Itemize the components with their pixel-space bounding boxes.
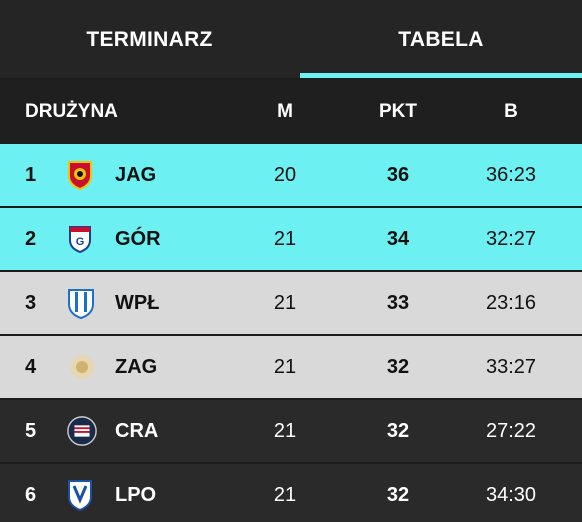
goals: 27:22 xyxy=(485,419,537,442)
goals: 33:27 xyxy=(485,355,537,378)
rank: 6 xyxy=(25,483,37,506)
team-name: LPO xyxy=(115,483,157,506)
rank: 1 xyxy=(25,163,37,186)
tab[interactable]: TERMINARZ xyxy=(86,28,213,51)
matches: 21 xyxy=(273,355,297,378)
goals: 23:16 xyxy=(485,291,537,314)
table-row[interactable]: 3 WPŁ 21 33 23:16 xyxy=(0,272,582,334)
matches: 21 xyxy=(273,419,297,442)
matches: 20 xyxy=(273,163,297,186)
table-row[interactable]: 5 CRA 21 32 27:22 xyxy=(0,400,582,462)
tab-active[interactable]: TABELA xyxy=(398,28,484,51)
team-logo xyxy=(66,272,98,334)
rank: 2 xyxy=(25,227,37,250)
goals: 34:30 xyxy=(485,483,537,506)
team-logo xyxy=(66,400,98,462)
table-row[interactable]: 6 LPO 21 32 34:30 xyxy=(0,464,582,522)
team-logo: G xyxy=(66,208,98,270)
team-name: WPŁ xyxy=(115,291,160,314)
rank: 3 xyxy=(25,291,37,314)
tab-indicator xyxy=(300,73,582,78)
header-cell: PKT xyxy=(379,101,417,122)
points: 36 xyxy=(386,163,410,186)
team-logo xyxy=(66,336,98,398)
matches: 21 xyxy=(273,483,297,506)
points: 32 xyxy=(386,419,410,442)
points: 33 xyxy=(386,291,410,314)
table-header: DRUŻYNA M PKT B xyxy=(0,80,582,144)
tab-bar: TERMINARZ TABELA xyxy=(0,0,582,78)
table-row[interactable]: 4 ZAG 21 32 33:27 xyxy=(0,336,582,398)
rank: 4 xyxy=(25,355,37,378)
table-row[interactable]: 2 G GÓR 21 34 32:27 xyxy=(0,208,582,270)
team-name: GÓR xyxy=(115,227,161,250)
points: 32 xyxy=(386,483,410,506)
matches: 21 xyxy=(273,227,297,250)
matches: 21 xyxy=(273,291,297,314)
goals: 32:27 xyxy=(485,227,537,250)
team-name: CRA xyxy=(115,419,159,442)
svg-text:G: G xyxy=(76,236,85,248)
team-name: JAG xyxy=(115,163,157,186)
team-logo xyxy=(66,464,98,522)
points: 32 xyxy=(386,355,410,378)
header-cell: B xyxy=(504,101,518,122)
table-row[interactable]: 1 JAG 20 36 36:23 xyxy=(0,144,582,206)
header-cell: M xyxy=(277,101,293,122)
points: 34 xyxy=(386,227,410,250)
goals: 36:23 xyxy=(485,163,537,186)
team-logo xyxy=(66,144,98,206)
rank: 5 xyxy=(25,419,37,442)
team-name: ZAG xyxy=(115,355,158,378)
header-cell: DRUŻYNA xyxy=(25,101,118,122)
